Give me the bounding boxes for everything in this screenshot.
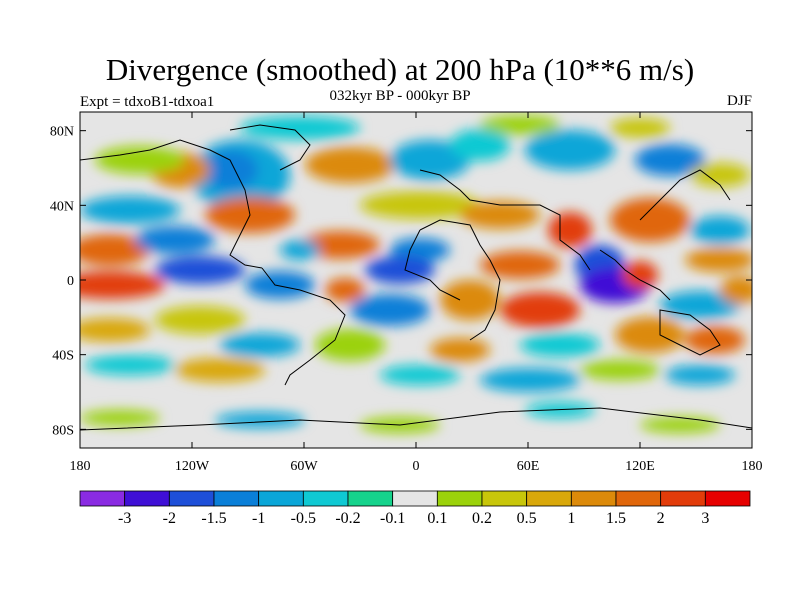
colorbar-swatch [79,490,126,507]
colorbar-label: 0.2 [472,510,492,527]
divergence-field [80,115,752,433]
x-tick-label: 0 [413,459,420,474]
colorbar-label: 0.1 [427,510,447,527]
colorbar-label: -0.2 [335,510,360,527]
chart-subtitle: 032kyr BP - 000kyr BP [329,88,471,104]
x-tick-label: 60E [517,459,540,474]
colorbar-label: 1 [567,510,575,527]
colorbar-label: -1 [252,510,265,527]
colorbar-swatch [347,490,394,507]
colorbar-swatch [302,490,349,507]
colorbar-label: -0.1 [380,510,405,527]
colorbar-swatch [615,490,662,507]
colorbar-swatch [258,490,304,507]
x-tick-label: 60W [290,459,318,474]
colorbar-label: -0.5 [291,510,316,527]
season-label: DJF [726,93,752,109]
colorbar-swatch [436,490,483,507]
x-tick-label: 120E [625,459,655,474]
colorbar-swatch [526,490,572,507]
colorbar-swatch [570,490,617,507]
y-tick-label: 40S [52,349,74,364]
colorbar-label: 3 [701,510,709,527]
colorbar-swatch [213,490,260,507]
colorbar-swatch [704,490,751,507]
colorbar-swatch [392,490,438,507]
y-tick-label: 80N [50,125,74,140]
colorbar-swatch [660,490,706,507]
y-tick-label: 80S [52,423,74,438]
experiment-label: Expt = tdxoB1-tdxoa1 [80,94,215,110]
colorbar-swatch [168,490,215,507]
chart-title: Divergence (smoothed) at 200 hPa (10**6 … [105,52,695,87]
colorbar-label: -2 [163,510,176,527]
colorbar-label: -3 [118,510,131,527]
coastlines [80,124,752,431]
x-tick-label: 180 [70,459,91,474]
colorbar-label: 0.5 [517,510,537,527]
colorbar-swatch [481,490,528,507]
colorbar-label: 2 [657,510,665,527]
colorbar-label: -1.5 [201,510,226,527]
x-tick-label: 180 [742,459,763,474]
colorbar-label: 1.5 [606,510,626,527]
axis-ticks: 180 120W 60W 0 60E 120E 180 80N 40N 0 40S 80S [50,112,763,474]
colorbar: -3 -2 -1.5 -1 -0.5 -0.2 -0.1 0.1 0.2 0.5 1 1.5 2 3 [79,490,751,527]
y-tick-label: 40N [50,199,74,214]
y-tick-label: 0 [67,274,74,289]
x-tick-label: 120W [175,459,210,474]
colorbar-swatch [124,490,170,507]
